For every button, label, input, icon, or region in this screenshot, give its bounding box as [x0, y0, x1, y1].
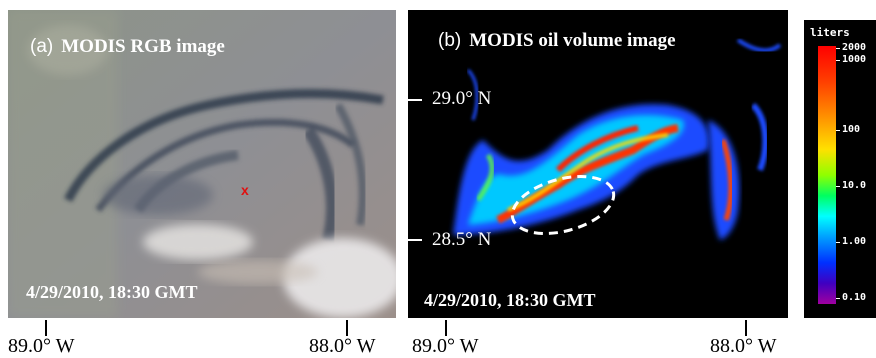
oil-volume-scene — [408, 10, 788, 318]
panel-b-label: (b) MODIS oil volume image — [438, 30, 676, 52]
lon-label-a-left: 89.0° W — [8, 335, 75, 357]
lat-label-bottom: 28.5° N — [432, 229, 492, 250]
panel-b-title: MODIS oil volume image — [469, 30, 676, 51]
panel-a-date: 4/29/2010, 18:30 GMT — [26, 282, 198, 302]
spill-site-marker: x — [241, 182, 249, 198]
lon-tick-b-left — [445, 320, 447, 336]
lon-label-b-left: 89.0° W — [412, 335, 479, 357]
colorbar-tick — [836, 242, 840, 243]
lon-tick-a-left — [45, 320, 47, 336]
lat-label-top: 29.0° N — [432, 88, 492, 109]
lon-label-b-right: 88.0° W — [710, 335, 777, 357]
panel-b-letter: (b) — [438, 30, 462, 51]
panel-b-date: 4/29/2010, 18:30 GMT — [424, 290, 596, 310]
colorbar-tick — [836, 60, 840, 61]
panel-a-letter: (a) — [30, 36, 54, 57]
lat-tick-bottom — [408, 239, 422, 241]
panel-a-label: (a) MODIS RGB image — [30, 36, 225, 58]
oil-volume-image: (b) MODIS oil volume image 29.0° N 28.5° … — [408, 10, 788, 318]
rgb-scene — [8, 10, 396, 318]
colorbar-tick — [836, 130, 840, 131]
colorbar-label-1: 1.00 — [842, 236, 867, 247]
colorbar-tick — [836, 48, 840, 49]
lon-tick-b-right — [745, 320, 747, 336]
colorbar-unit: liters — [810, 26, 850, 39]
colorbar-gradient — [818, 46, 836, 304]
colorbar-label-100: 100 — [842, 124, 861, 135]
lat-tick-top — [408, 99, 422, 101]
colorbar-tick — [836, 186, 840, 187]
lon-label-a-right: 88.0° W — [309, 335, 376, 357]
panel-a-title: MODIS RGB image — [61, 36, 225, 57]
highlight-ellipse — [510, 175, 616, 235]
colorbar-label-1000: 1000 — [842, 54, 867, 65]
colorbar-label-2000: 2000 — [842, 42, 867, 53]
colorbar-label-10: 10.0 — [842, 180, 867, 191]
colorbar: liters 2000 1000 100 10.0 1.00 0.10 — [804, 20, 876, 318]
rgb-satellite-image: (a) MODIS RGB image x 4/29/2010, 18:30 GM… — [8, 10, 396, 318]
colorbar-label-0.1: 0.10 — [842, 292, 867, 303]
lon-tick-a-right — [346, 320, 348, 336]
colorbar-tick — [836, 298, 840, 299]
